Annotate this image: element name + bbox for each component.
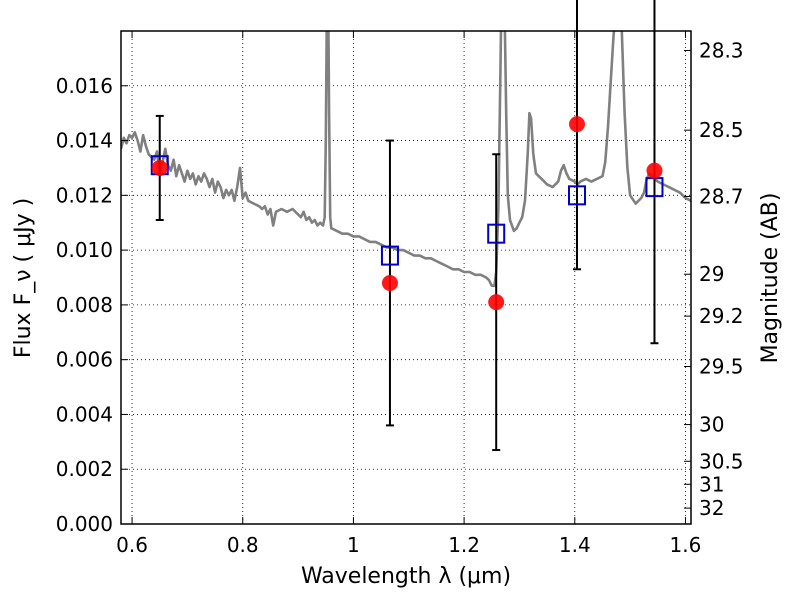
x-tick-label: 0.6 — [116, 533, 148, 557]
x-tick-label: 1.6 — [670, 533, 702, 557]
y-tick-label: 0.000 — [56, 512, 113, 536]
y2-tick-label: 32 — [699, 496, 724, 520]
x-tick-label: 1 — [347, 533, 360, 557]
y-tick-label: 0.008 — [56, 293, 113, 317]
y-tick-label: 0.012 — [56, 183, 113, 207]
y-tick-label: 0.002 — [56, 457, 113, 481]
observed-points-layer — [151, 116, 663, 311]
y2-tick-label: 29.2 — [699, 304, 744, 328]
y2-tick-label: 28.5 — [699, 118, 744, 142]
x-axis-title: Wavelength λ (μm) — [301, 564, 511, 589]
model-point-marker — [568, 185, 586, 206]
x-tick-label: 1.4 — [559, 533, 591, 557]
axis-layer: 0.6 0.8 1 1.2 1.4 1.6 0.000 0.002 0.004 0.006 0.00… — [56, 31, 744, 557]
observed-point-marker — [646, 162, 663, 179]
x-tick-label: 1.2 — [448, 533, 480, 557]
observed-point-marker — [381, 274, 398, 291]
y-tick-label: 0.010 — [56, 238, 113, 262]
model-point-marker — [487, 223, 506, 244]
y2-axis-title: Magnitude (AB) — [758, 193, 783, 364]
observed-point-marker — [569, 116, 585, 133]
y2-tick-label: 29.5 — [699, 355, 744, 379]
y-tick-label: 0.006 — [56, 348, 113, 372]
model-point-marker — [380, 245, 399, 266]
plot-frame — [120, 30, 692, 525]
y2-tick-label: 31 — [699, 472, 724, 496]
y2-tick-label: 30.5 — [699, 449, 744, 473]
spectrum-layer — [121, 31, 691, 287]
y-tick-label: 0.014 — [56, 129, 113, 153]
y2-tick-label: 30 — [699, 413, 724, 437]
observed-point-marker — [151, 159, 168, 176]
y-axis-title: Flux F_ν ( μJy ) — [11, 198, 36, 358]
y-tick-label: 0.004 — [56, 402, 113, 426]
x-tick-label: 0.8 — [227, 533, 259, 557]
y2-tick-label: 28.3 — [699, 38, 744, 62]
y-tick-label: 0.016 — [56, 74, 113, 98]
y2-tick-label: 28.7 — [699, 184, 744, 208]
observed-point-marker — [488, 294, 505, 311]
y2-tick-label: 29 — [699, 262, 724, 286]
spectrum-line — [121, 31, 691, 287]
plot-background — [121, 31, 691, 524]
